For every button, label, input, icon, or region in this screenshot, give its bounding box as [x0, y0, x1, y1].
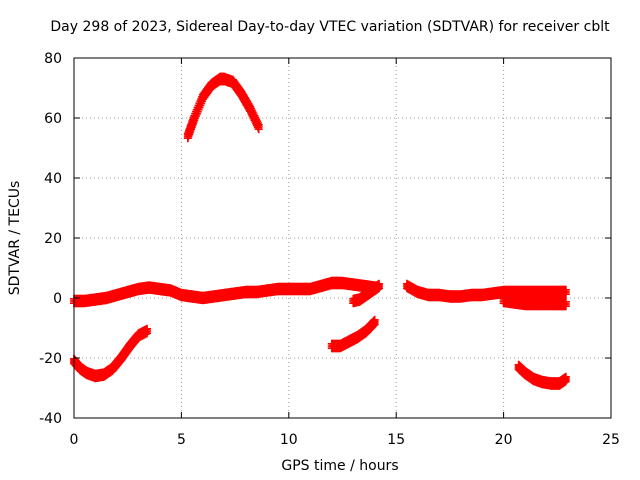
x-tick-label: 5 [177, 432, 186, 448]
y-tick-label: 20 [44, 231, 62, 247]
data-point [369, 316, 378, 325]
series-arc-high [183, 72, 263, 143]
data-point [254, 120, 263, 129]
series-arc-low-right [514, 360, 570, 390]
grid [74, 58, 611, 418]
y-tick-label: 60 [44, 111, 62, 127]
y-tick-label: -20 [39, 351, 62, 367]
ticks: 0 5 10 15 20 25 -40 -20 0 20 40 60 80 [39, 51, 620, 448]
data-point [143, 324, 152, 333]
x-tick-label: 20 [495, 432, 513, 448]
series-arc-right-1 [402, 279, 570, 303]
data-point [370, 315, 379, 324]
x-axis-title: GPS time / hours [281, 458, 398, 474]
data-point [251, 113, 260, 122]
series-arc-low-left [70, 324, 152, 383]
data-point [249, 110, 258, 118]
data-point [561, 285, 570, 294]
chart-title: Day 298 of 2023, Sidereal Day-to-day VTE… [50, 19, 610, 35]
series-arc-mid-2 [349, 279, 384, 308]
data-point [246, 102, 255, 111]
data-point [246, 104, 255, 113]
x-tick-label: 0 [70, 432, 79, 448]
series-arc-right-2 [499, 294, 570, 311]
data-point [250, 111, 259, 120]
y-tick-label: 0 [53, 291, 62, 307]
y-axis-title: SDTVAR / TECUs [7, 181, 23, 296]
data-point [561, 372, 570, 381]
x-tick-label: 15 [387, 432, 405, 448]
data-point [253, 117, 262, 126]
series-arc-near-zero-1 [70, 281, 261, 308]
data-point [561, 297, 570, 306]
y-tick-label: 40 [44, 171, 62, 187]
x-tick-label: 10 [280, 432, 298, 448]
data-point [375, 279, 384, 288]
data-point [247, 106, 256, 115]
y-tick-label: -40 [39, 411, 62, 427]
series-arc-near-zero-2 [252, 276, 379, 299]
y-tick-label: 80 [44, 51, 62, 67]
x-tick-label: 25 [602, 432, 620, 448]
data-point [252, 115, 261, 124]
data-point [248, 108, 257, 117]
data-points [70, 72, 570, 390]
data-point [253, 119, 262, 127]
series-arc-mid-1 [327, 315, 379, 353]
